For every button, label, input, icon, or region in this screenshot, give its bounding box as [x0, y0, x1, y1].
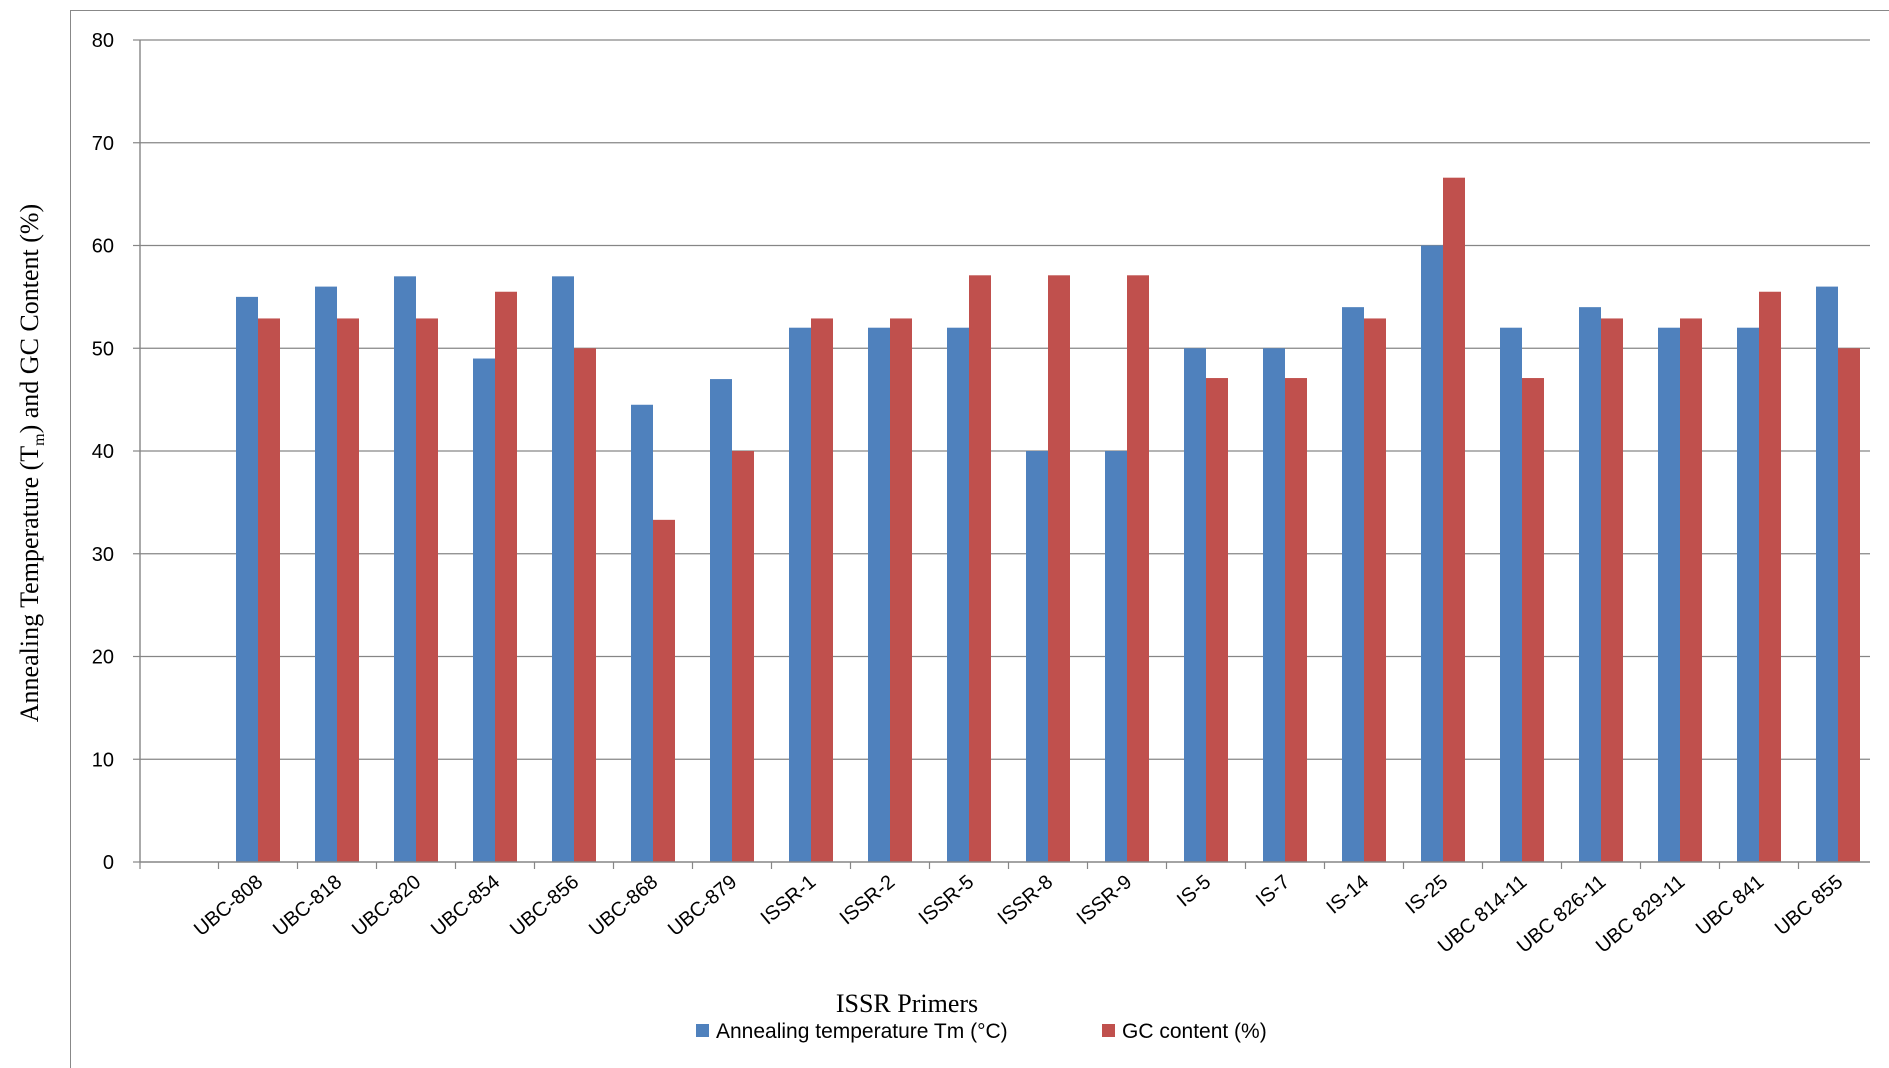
bar-gc-0	[258, 318, 280, 862]
bar-gc-10	[1048, 275, 1070, 862]
y-axis-title-part1: Annealing Temperature (T	[15, 446, 44, 722]
x-tick-label-10: ISSR-8	[994, 871, 1058, 929]
bar-annealing-10	[1026, 451, 1048, 862]
bar-gc-14	[1364, 318, 1386, 862]
x-tick-label-5: UBC-868	[585, 871, 662, 941]
bar-gc-9	[969, 275, 991, 862]
x-tick-label-7: ISSR-1	[757, 871, 821, 929]
chart-frame	[70, 10, 1889, 1068]
bar-annealing-17	[1579, 307, 1601, 862]
bar-annealing-12	[1184, 348, 1206, 862]
y-tick-label-60: 60	[92, 236, 114, 258]
x-tick-label-6: UBC-879	[664, 871, 741, 941]
bar-gc-3	[495, 291, 517, 862]
legend-label-annealing: Annealing temperature Tm (°C)	[716, 1020, 1008, 1043]
bar-gc-19	[1759, 291, 1781, 862]
x-tick-label-19: UBC 841	[1692, 871, 1768, 940]
y-axis-title-subscript: m	[31, 433, 48, 446]
bar-annealing-4	[552, 276, 574, 862]
bar-annealing-11	[1105, 451, 1127, 862]
y-tick-label-70: 70	[92, 133, 114, 155]
bar-gc-12	[1206, 378, 1228, 862]
bar-annealing-2	[394, 276, 416, 862]
y-tick-label-30: 30	[92, 544, 114, 566]
x-tick-label-20: UBC 855	[1771, 871, 1847, 940]
x-tick-label-12: IS-5	[1173, 871, 1215, 911]
y-tick-label-10: 10	[92, 749, 114, 771]
bar-annealing-1	[315, 286, 337, 863]
bar-annealing-18	[1658, 327, 1680, 862]
bar-gc-16	[1522, 378, 1544, 862]
bar-annealing-13	[1263, 348, 1285, 862]
y-tick-label-40: 40	[92, 441, 114, 463]
x-tick-label-1: UBC-818	[269, 871, 346, 941]
bar-annealing-0	[236, 296, 258, 862]
bar-gc-6	[732, 451, 754, 862]
bar-annealing-7	[789, 327, 811, 862]
bar-annealing-3	[473, 358, 495, 862]
y-tick-label-80: 80	[92, 30, 114, 52]
bar-gc-8	[890, 318, 912, 862]
bar-gc-18	[1680, 318, 1702, 862]
bar-gc-20	[1838, 348, 1860, 862]
bar-gc-13	[1285, 378, 1307, 862]
x-tick-label-8: ISSR-2	[836, 871, 900, 929]
bar-gc-2	[416, 318, 438, 862]
bar-gc-7	[811, 318, 833, 862]
y-axis-title-part2: ) and GC Content (%)	[15, 204, 44, 434]
y-tick-labels: 0 10 20 30 40 50 60 70 80	[92, 30, 114, 874]
x-tick-label-14: IS-14	[1322, 871, 1373, 919]
axes	[139, 40, 1870, 869]
y-tick-label-20: 20	[92, 647, 114, 669]
x-tick-label-9: ISSR-5	[915, 871, 979, 929]
bars	[236, 177, 1860, 863]
legend: Annealing temperature Tm (°C) GC content…	[696, 1020, 1267, 1043]
bar-annealing-20	[1816, 286, 1838, 863]
bar-annealing-9	[947, 327, 969, 862]
x-tick-label-0: UBC-808	[190, 871, 267, 941]
legend-swatch-annealing	[696, 1024, 709, 1037]
bar-gc-17	[1601, 318, 1623, 862]
bar-annealing-6	[710, 379, 732, 862]
x-tick-label-2: UBC-820	[348, 871, 425, 941]
x-tick-label-11: ISSR-9	[1073, 871, 1137, 929]
bar-annealing-14	[1342, 307, 1364, 862]
y-tick-label-0: 0	[103, 852, 114, 874]
bar-gc-11	[1127, 275, 1149, 862]
legend-swatch-gc	[1102, 1024, 1115, 1037]
bar-annealing-19	[1737, 327, 1759, 862]
bar-annealing-5	[631, 404, 653, 862]
bar-annealing-16	[1500, 327, 1522, 862]
x-tick-label-13: IS-7	[1252, 871, 1294, 911]
x-axis-title: ISSR Primers	[836, 989, 978, 1018]
bar-gc-15	[1443, 177, 1465, 862]
x-tick-labels: UBC-808 UBC-818 UBC-820 UBC-854 UBC-856 UBC-8…	[190, 871, 1847, 958]
y-axis-title: Annealing Temperature (Tm) and GC Conten…	[15, 204, 48, 722]
bar-gc-1	[337, 318, 359, 862]
y-tick-label-50: 50	[92, 338, 114, 360]
bar-gc-4	[574, 348, 596, 862]
legend-label-gc: GC content (%)	[1122, 1020, 1267, 1043]
x-tick-label-4: UBC-856	[506, 871, 583, 941]
bar-annealing-15	[1421, 245, 1443, 862]
bar-annealing-8	[868, 327, 890, 862]
bar-gc-5	[653, 519, 675, 862]
x-tick-label-15: IS-25	[1401, 871, 1452, 919]
x-tick-label-3: UBC-854	[427, 871, 504, 941]
